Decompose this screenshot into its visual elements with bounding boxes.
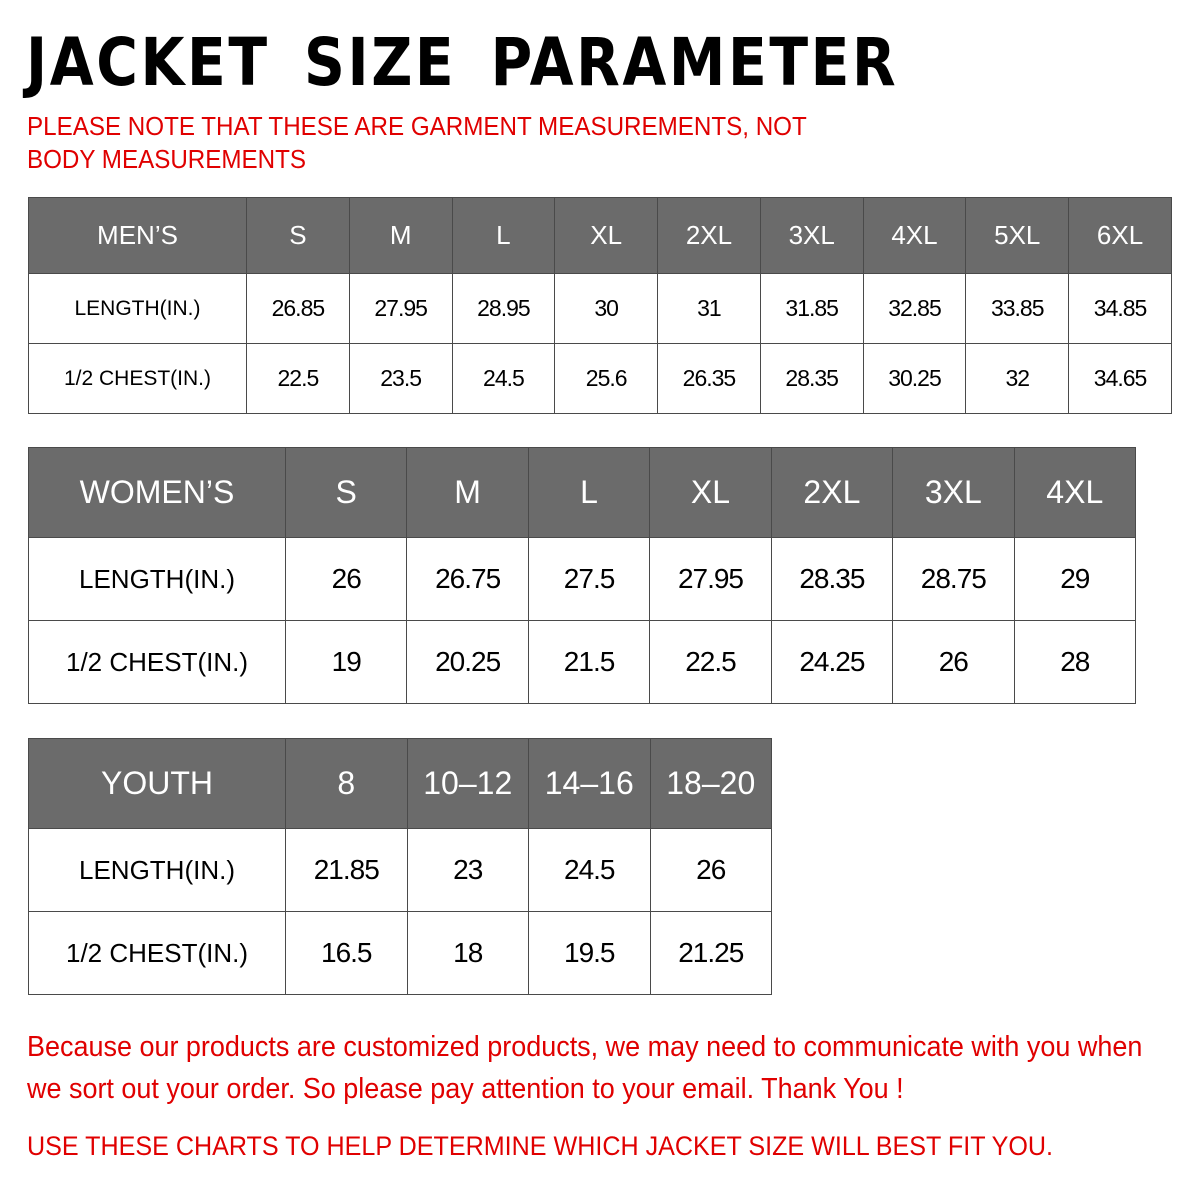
value-cell: 32: [965, 343, 1070, 414]
size-header-cell: S: [284, 447, 408, 538]
value-cell: 27.95: [649, 537, 772, 621]
value-cell: 19: [284, 620, 408, 704]
size-header-cell: 10–12: [406, 738, 529, 829]
size-header-cell: 14–16: [528, 738, 651, 829]
value-cell: 21.5: [527, 620, 651, 704]
value-cell: 28.35: [759, 343, 864, 414]
size-header-cell: 5XL: [965, 197, 1070, 274]
value-cell: 33.85: [965, 273, 1070, 344]
value-cell: 29: [1013, 537, 1137, 621]
table-row: 1/2 CHEST(IN.) 22.5 23.5 24.5 25.6 26.35 28.35…: [28, 343, 1172, 414]
size-header-cell: 2XL: [657, 197, 761, 274]
size-header-cell: 2XL: [770, 447, 894, 538]
measurement-note: PLEASE NOTE THAT THESE ARE GARMENT MEASU…: [27, 111, 807, 174]
value-cell: 28: [1013, 620, 1137, 704]
table-row: LENGTH(IN.) 26 26.75 27.5 27.95 28.35 28.75 29: [28, 537, 1137, 621]
value-cell: 34.65: [1068, 343, 1172, 414]
size-header-cell: 3XL: [892, 447, 1015, 538]
value-cell: 24.25: [770, 620, 894, 704]
value-cell: 16.5: [285, 911, 408, 995]
value-cell: 32.85: [862, 273, 967, 344]
value-cell: 19.5: [528, 911, 651, 995]
size-header-cell: 3XL: [759, 197, 864, 274]
row-label-cell: LENGTH(IN.): [28, 273, 247, 344]
value-cell: 22.5: [649, 620, 772, 704]
value-cell: 26: [649, 828, 772, 912]
value-cell: 28.35: [770, 537, 894, 621]
size-header-cell: XL: [649, 447, 772, 538]
value-cell: 21.25: [649, 911, 772, 995]
value-cell: 21.85: [285, 828, 408, 912]
value-cell: 23.5: [348, 343, 453, 414]
value-cell: 31.85: [759, 273, 864, 344]
header-row: YOUTH 8 10–12 14–16 18–20: [28, 738, 772, 829]
size-header-cell: M: [406, 447, 529, 538]
value-cell: 30.25: [862, 343, 967, 414]
value-cell: 24.5: [528, 828, 651, 912]
table-row: 1/2 CHEST(IN.) 19 20.25 21.5 22.5 24.25 26 28: [28, 620, 1137, 704]
value-cell: 34.85: [1068, 273, 1172, 344]
size-header-cell: 4XL: [862, 197, 967, 274]
value-cell: 27.95: [348, 273, 453, 344]
value-cell: 26: [284, 537, 408, 621]
value-cell: 22.5: [246, 343, 350, 414]
value-cell: 28.95: [451, 273, 556, 344]
customization-message: Because our products are customized prod…: [27, 1031, 1143, 1105]
table-title-cell: YOUTH: [28, 738, 286, 829]
size-header-cell: L: [451, 197, 556, 274]
header-row: WOMEN’S S M L XL 2XL 3XL 4XL: [28, 447, 1137, 538]
size-header-cell: 6XL: [1068, 197, 1172, 274]
value-cell: 30: [554, 273, 659, 344]
row-label-cell: LENGTH(IN.): [28, 828, 286, 912]
youth-size-table: YOUTH 8 10–12 14–16 18–20 LENGTH(IN.) 21.85 23 2…: [28, 738, 772, 995]
value-cell: 26: [892, 620, 1015, 704]
row-label-cell: 1/2 CHEST(IN.): [28, 911, 286, 995]
value-cell: 23: [406, 828, 529, 912]
header-row: MEN’S S M L XL 2XL 3XL 4XL 5XL 6XL: [28, 197, 1172, 274]
size-header-cell: XL: [554, 197, 659, 274]
value-cell: 26.35: [657, 343, 761, 414]
size-header-cell: 8: [285, 738, 408, 829]
value-cell: 24.5: [451, 343, 556, 414]
size-header-cell: S: [246, 197, 350, 274]
value-cell: 27.5: [527, 537, 651, 621]
value-cell: 26.75: [406, 537, 529, 621]
table-row: 1/2 CHEST(IN.) 16.5 18 19.5 21.25: [28, 911, 772, 995]
row-label-cell: 1/2 CHEST(IN.): [28, 620, 286, 704]
size-header-cell: L: [527, 447, 651, 538]
row-label-cell: LENGTH(IN.): [28, 537, 286, 621]
table-title-cell: WOMEN’S: [28, 447, 286, 538]
size-header-cell: 4XL: [1013, 447, 1137, 538]
value-cell: 28.75: [892, 537, 1015, 621]
value-cell: 25.6: [554, 343, 659, 414]
table-title-cell: MEN’S: [28, 197, 247, 274]
value-cell: 18: [406, 911, 529, 995]
table-row: LENGTH(IN.) 26.85 27.95 28.95 30 31 31.85 32.85…: [28, 273, 1172, 344]
size-instruction: USE THESE CHARTS TO HELP DETERMINE WHICH…: [27, 1131, 1054, 1161]
men-size-table: MEN’S S M L XL 2XL 3XL 4XL 5XL 6XL LENGTH(IN.) 26.8…: [28, 197, 1172, 414]
value-cell: 26.85: [246, 273, 350, 344]
value-cell: 31: [657, 273, 761, 344]
page-title: JACKET SIZE PARAMETER: [26, 24, 899, 101]
size-header-cell: 18–20: [649, 738, 772, 829]
value-cell: 20.25: [406, 620, 529, 704]
women-size-table: WOMEN’S S M L XL 2XL 3XL 4XL LENGTH(IN.) 26 26.75 2…: [28, 447, 1137, 704]
row-label-cell: 1/2 CHEST(IN.): [28, 343, 247, 414]
size-header-cell: M: [348, 197, 453, 274]
table-row: LENGTH(IN.) 21.85 23 24.5 26: [28, 828, 772, 912]
